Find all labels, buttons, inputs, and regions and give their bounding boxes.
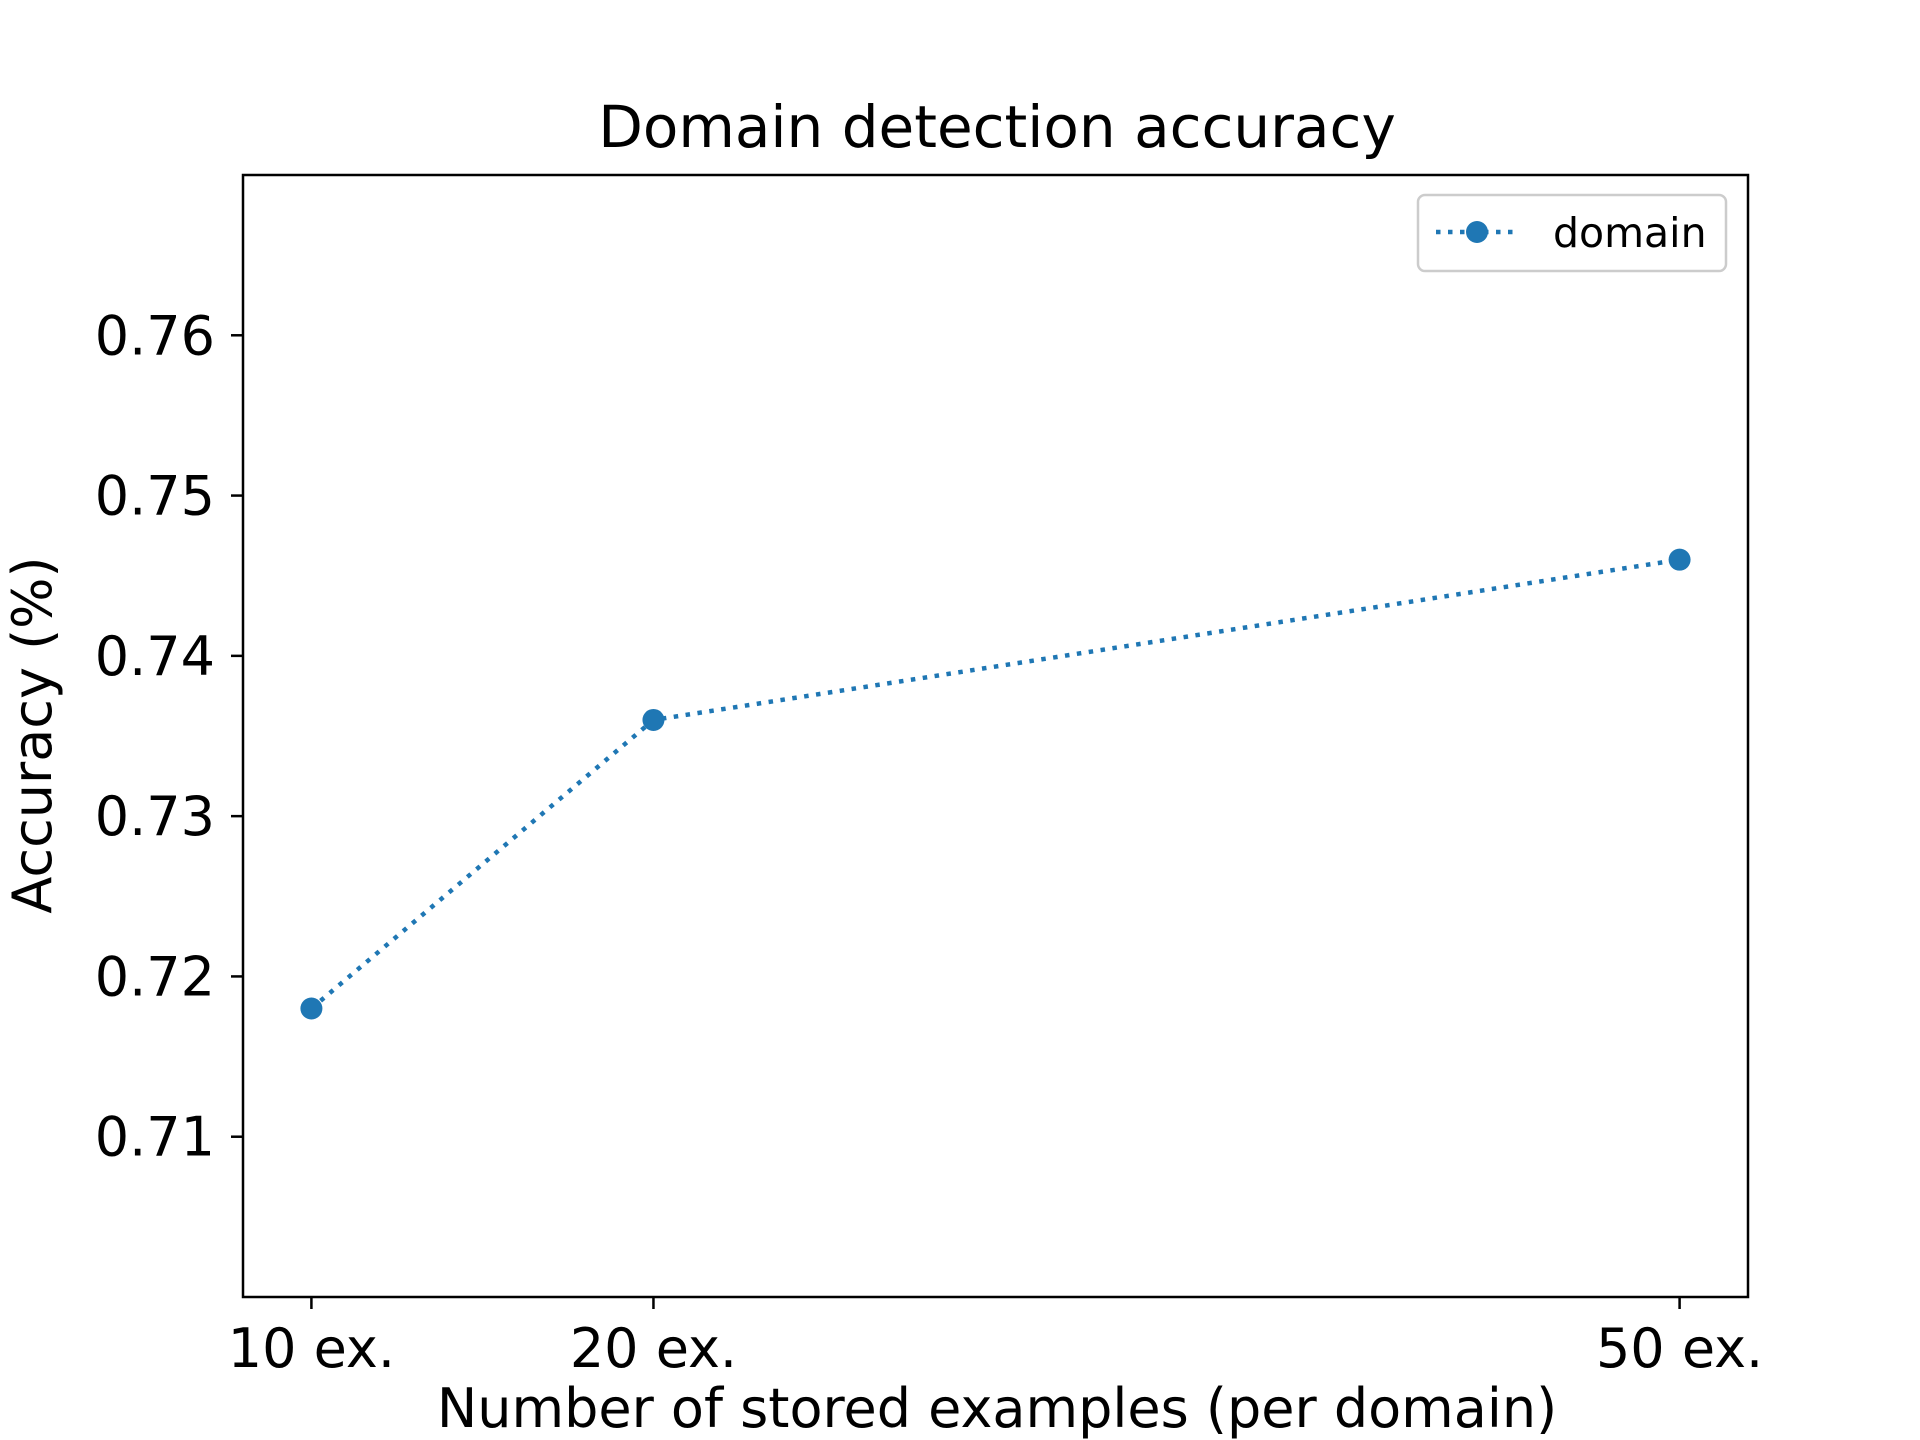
y-tick-label: 0.74 [95,625,215,688]
y-tick-label: 0.76 [95,304,215,367]
y-tick-label: 0.71 [95,1106,215,1169]
plot-area [241,173,1750,1299]
x-tick-label: 50 ex. [1596,1317,1763,1380]
plot-frame [241,173,1750,1299]
legend-box [1416,193,1728,273]
series-layer [300,548,1691,1020]
legend-marker-domain [1466,221,1488,243]
data-point-domain [642,708,665,731]
y-axis: 0.71 0.72 0.73 0.74 0.75 0.76 [95,304,243,1169]
y-tick-label: 0.72 [95,945,215,1008]
chart-title: Domain detection accuracy [598,93,1396,161]
data-point-domain [1668,548,1691,571]
legend-label-domain: domain [1553,209,1707,257]
y-tick-label: 0.75 [95,465,215,528]
data-point-domain [300,997,323,1020]
x-axis: 10 ex. 20 ex. 50 ex. [228,1297,1763,1380]
x-axis-label: Number of stored examples (per domain) [437,1377,1557,1440]
legend: domain [1416,193,1728,273]
y-axis-label: Accuracy (%) [1,556,64,913]
y-tick-label: 0.73 [95,785,215,848]
x-tick-label: 10 ex. [228,1317,395,1380]
x-tick-label: 20 ex. [570,1317,737,1380]
